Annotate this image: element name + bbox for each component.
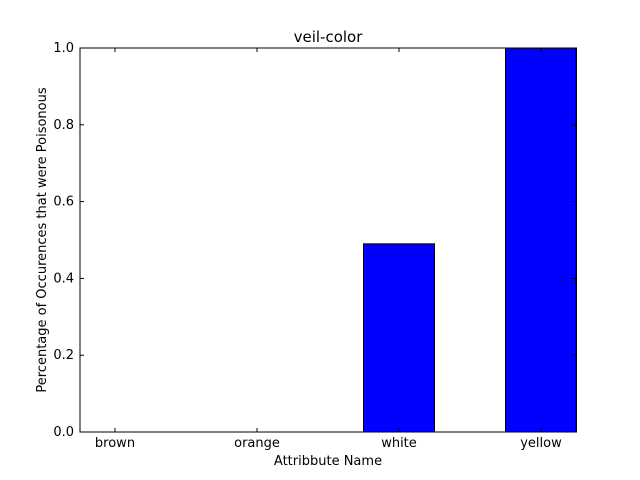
x-tick-label-white: white [381, 436, 417, 451]
chart-title: veil-color [294, 28, 364, 46]
bar-yellow [505, 47, 577, 433]
y-tick-label-0.0: 0.0 [53, 425, 74, 440]
y-tick-label-0.2: 0.2 [53, 348, 74, 363]
x-tick-label-orange: orange [234, 436, 280, 451]
bar-white [363, 243, 435, 433]
y-axis-label: Percentage of Occurences that were Poiso… [35, 87, 50, 392]
x-axis-label: Attribbute Name [274, 454, 382, 469]
bars-group [363, 47, 577, 433]
y-tick-label-0.6: 0.6 [53, 195, 74, 210]
y-axis-ticks: 0.0 0.2 0.4 0.6 0.8 1.0 [53, 41, 576, 440]
y-tick-label-1.0: 1.0 [53, 41, 74, 56]
x-tick-label-brown: brown [95, 436, 135, 451]
y-tick-label-0.8: 0.8 [53, 118, 74, 133]
x-axis-ticks: brown orange white yellow [95, 48, 562, 451]
plot-frame [79, 47, 577, 433]
y-tick-label-0.4: 0.4 [53, 271, 74, 286]
x-tick-label-yellow: yellow [520, 436, 562, 451]
